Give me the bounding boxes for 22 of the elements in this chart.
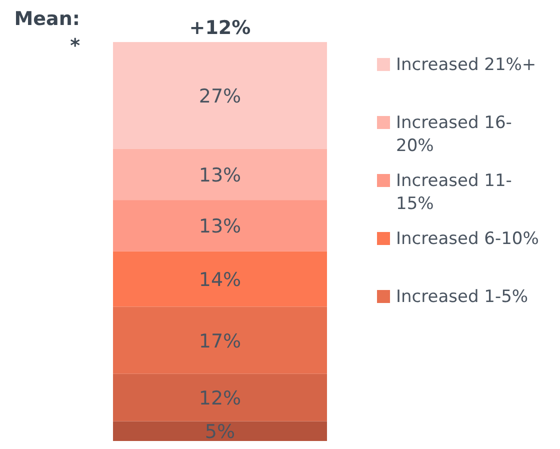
bar — [113, 148, 327, 200]
bar — [113, 421, 327, 441]
bar — [113, 200, 327, 252]
data-label: 27% — [198, 85, 242, 108]
data-label: 12% — [198, 388, 242, 410]
data-label: 13% — [198, 216, 242, 238]
legend-label: Increased 11-15% — [396, 171, 512, 214]
legend-label: Increased 6-10% — [396, 229, 539, 249]
text: +12% — [189, 17, 251, 39]
bar — [113, 306, 327, 374]
bar — [113, 42, 327, 149]
bar — [113, 374, 327, 422]
text: Mean: — [14, 8, 80, 30]
data-label: 13% — [198, 164, 242, 186]
legend-label: Increased 1-5% — [396, 287, 528, 307]
text: * — [70, 35, 80, 57]
legend-label: Increased 21%+ — [396, 55, 536, 75]
data-label: 17% — [198, 330, 242, 352]
data-label: 5% — [204, 421, 236, 444]
legend-label: Increased 16-20% — [396, 113, 512, 156]
bar — [113, 251, 327, 307]
data-label: 14% — [198, 269, 242, 292]
